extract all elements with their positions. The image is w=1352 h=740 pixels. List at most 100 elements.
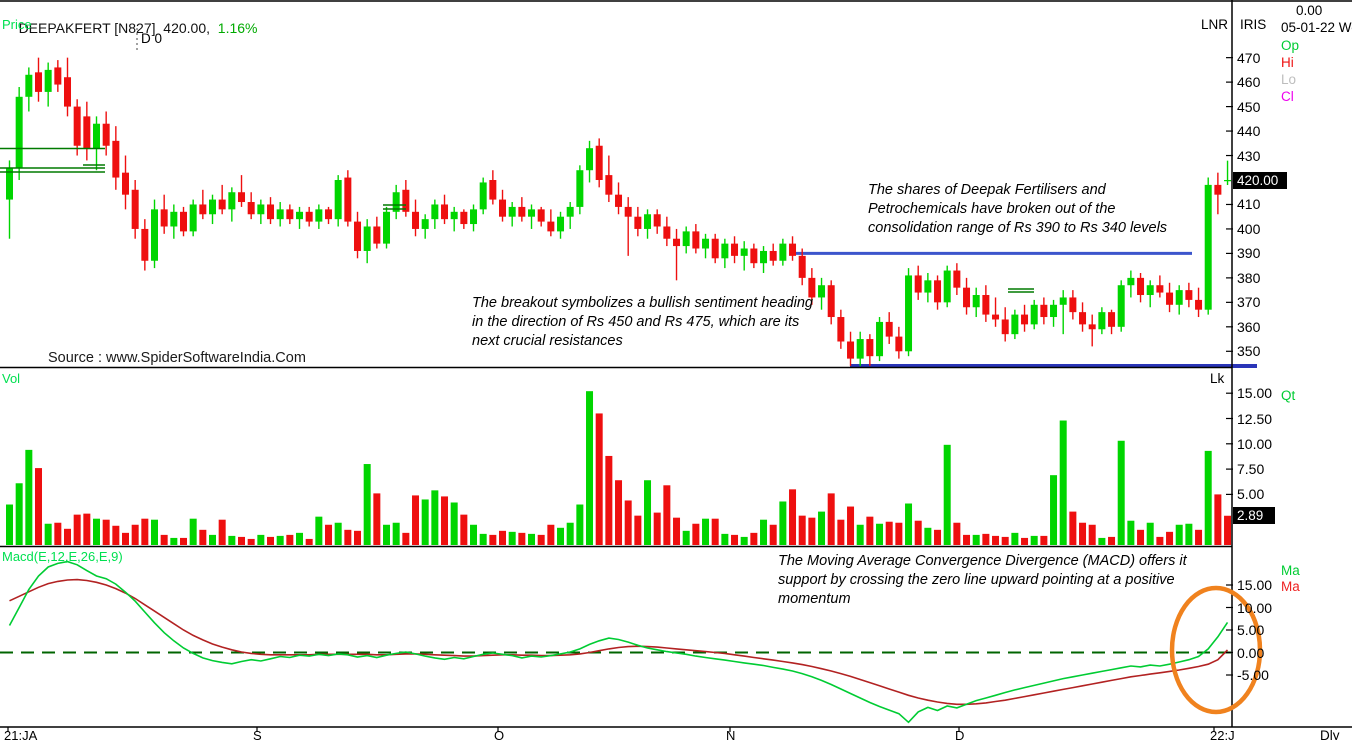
annotation-bullish-note[interactable]: The breakout symbolizes a bullish sentim… [472,295,813,349]
candle[interactable] [740,248,748,256]
candle[interactable] [35,72,43,92]
candle[interactable] [634,216,642,229]
candle[interactable] [15,96,23,168]
volume-bar[interactable] [924,527,932,545]
volume-bar[interactable] [798,515,806,545]
candle[interactable] [702,238,710,249]
candle[interactable] [1079,312,1087,325]
candle[interactable] [876,321,884,357]
volume-bar[interactable] [595,413,603,545]
volume-bar[interactable] [576,504,584,545]
macd-signal-line[interactable] [9,578,1229,706]
candle[interactable] [93,123,101,149]
volume-bar[interactable] [808,517,816,545]
volume-bar[interactable] [93,518,101,545]
candle[interactable] [450,211,458,220]
candle[interactable] [547,221,555,232]
volume-bar[interactable] [789,489,797,545]
volume-bar[interactable] [35,468,43,545]
volume-bar[interactable] [663,485,671,545]
volume-bar[interactable] [1030,535,1038,545]
volume-bar[interactable] [508,531,516,545]
volume-bar[interactable] [1204,450,1212,545]
candle[interactable] [363,226,371,251]
candle[interactable] [1195,299,1203,310]
candle[interactable] [963,287,971,308]
candle[interactable] [653,214,661,227]
candle[interactable] [131,189,139,229]
volume-bar[interactable] [402,532,410,545]
candle[interactable] [6,167,13,200]
annotation-breakout-note[interactable]: The shares of Deepak Fertilisers and Pet… [868,182,1168,236]
candle[interactable] [334,180,342,220]
candle[interactable] [1021,314,1029,325]
volume-bar[interactable] [653,512,661,545]
volume-bar[interactable] [325,524,333,545]
volume-bar[interactable] [305,538,313,545]
candle[interactable] [392,192,400,212]
volume-bar[interactable] [624,500,632,545]
candle[interactable] [460,211,468,225]
candle[interactable] [992,314,1000,320]
candle[interactable] [1156,285,1164,293]
volume-bar[interactable] [170,537,178,545]
volume-bar[interactable] [673,517,681,545]
volume-bar[interactable] [934,529,942,545]
volume-bar[interactable] [769,524,777,545]
volume-bar[interactable] [1117,440,1125,545]
volume-bar[interactable] [54,522,62,545]
candle[interactable] [818,285,826,298]
candle[interactable] [257,204,265,215]
volume-bar[interactable] [1079,522,1087,545]
volume-bar[interactable] [750,532,758,545]
candle[interactable] [305,211,313,222]
candle[interactable] [489,180,497,200]
candle[interactable] [83,116,91,149]
volume-bar[interactable] [740,536,748,545]
candle[interactable] [943,270,951,303]
candle[interactable] [769,250,777,261]
volume-bar[interactable] [885,521,893,545]
candle[interactable] [296,211,304,220]
volume-bar[interactable] [943,444,951,545]
candle[interactable] [537,209,545,222]
candle[interactable] [441,204,449,220]
candle[interactable] [325,209,333,220]
volume-bar[interactable] [209,534,217,545]
volume-bar[interactable] [383,524,391,545]
volume-bar[interactable] [470,524,478,545]
candle[interactable] [1040,304,1048,318]
volume-bar[interactable] [557,527,565,545]
volume-bar[interactable] [373,493,381,545]
candle[interactable] [1175,290,1183,305]
volume-bar[interactable] [566,522,574,545]
candle[interactable] [1069,297,1077,313]
candle[interactable] [508,206,516,217]
volume-bar[interactable] [479,533,487,545]
candle[interactable] [151,209,159,261]
volume-bar[interactable] [460,514,468,545]
candle[interactable] [1011,314,1019,335]
candle[interactable] [895,336,903,352]
candle[interactable] [663,226,671,239]
volume-bar[interactable] [354,530,362,545]
volume-bar[interactable] [914,520,922,545]
candle[interactable] [518,206,526,217]
candle[interactable] [914,275,922,293]
candle[interactable] [528,209,536,217]
candle[interactable] [44,69,52,92]
candle[interactable] [1030,304,1038,325]
volume-bar[interactable] [1166,531,1174,545]
volume-bar[interactable] [412,495,420,545]
volume-bar[interactable] [1108,536,1116,545]
volume-bar[interactable] [112,525,120,545]
volume-bar[interactable] [1156,536,1164,545]
volume-bar[interactable] [122,532,130,545]
volume-bar[interactable] [528,533,536,545]
candle[interactable] [673,238,681,247]
candle[interactable] [692,231,700,249]
candle[interactable] [866,339,874,357]
candle[interactable] [1185,290,1193,300]
candle[interactable] [479,182,487,210]
